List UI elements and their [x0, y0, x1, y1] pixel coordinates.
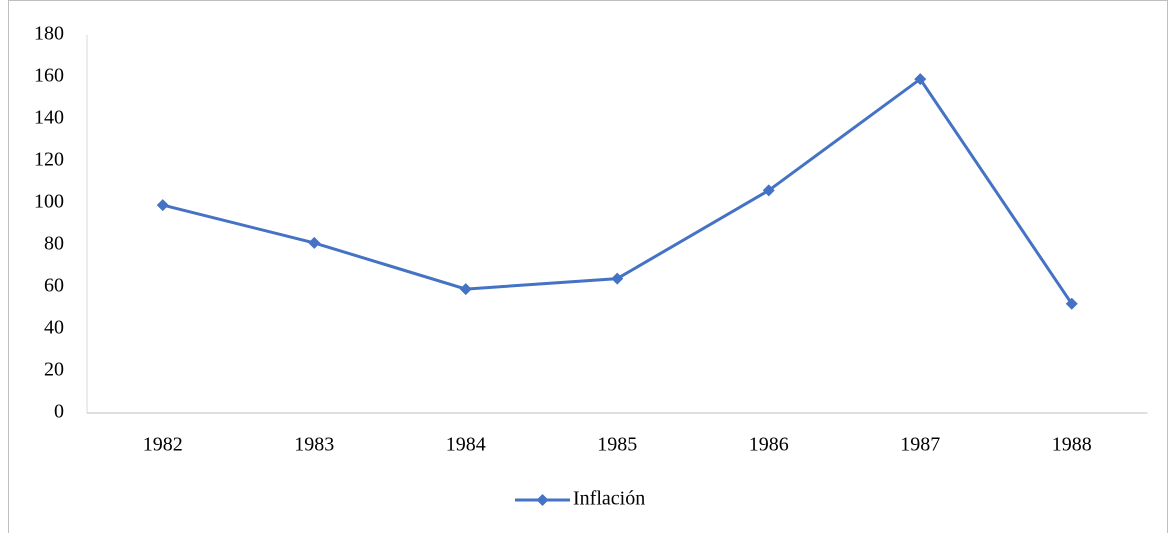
x-tick-label: 1985: [597, 434, 637, 456]
legend-marker: [536, 494, 549, 506]
legend-label: Inflación: [573, 488, 645, 510]
x-tick-label: 1982: [143, 434, 183, 456]
x-tick-label: 1986: [749, 434, 789, 456]
y-tick-label: 160: [34, 65, 64, 87]
x-tick-label: 1984: [446, 434, 486, 456]
y-tick-label: 100: [34, 191, 64, 213]
y-tick-label: 140: [34, 107, 64, 129]
x-tick-label: 1983: [294, 434, 334, 456]
data-point: [156, 199, 169, 212]
y-tick-label: 120: [34, 149, 64, 171]
y-tick-label: 80: [44, 233, 64, 255]
y-tick-label: 0: [54, 401, 64, 423]
data-point: [308, 236, 321, 249]
x-tick-label: 1987: [900, 434, 940, 456]
y-tick-label: 20: [44, 359, 64, 381]
series-line: [162, 76, 1073, 305]
data-point: [914, 73, 927, 86]
data-point: [1065, 297, 1078, 310]
y-tick-label: 180: [34, 23, 64, 45]
x-tick-label: 1988: [1052, 434, 1092, 456]
data-point: [762, 184, 775, 197]
chart-border: [8, 0, 1168, 533]
y-tick-label: 60: [44, 275, 64, 297]
data-point: [459, 283, 472, 296]
y-tick-label: 40: [44, 317, 64, 339]
data-point: [611, 272, 624, 285]
